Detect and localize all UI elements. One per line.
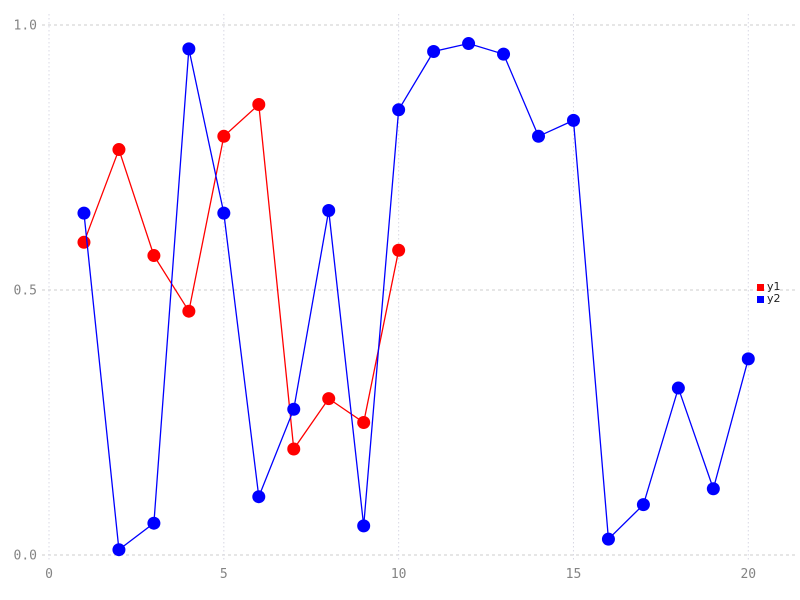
x-axis-tick-label: 5 <box>220 567 228 582</box>
y-axis-tick-label: 1.0 <box>14 19 37 34</box>
data-point-y1 <box>182 304 196 318</box>
data-point-y2 <box>532 129 546 143</box>
data-point-y1 <box>392 243 406 257</box>
x-axis-tick-label: 15 <box>566 567 582 582</box>
data-point-y1 <box>357 416 371 429</box>
data-point-y2 <box>497 47 511 61</box>
data-point-y2 <box>217 206 231 220</box>
data-point-y1 <box>77 235 91 249</box>
data-point-y1 <box>147 249 161 263</box>
data-point-y2 <box>566 113 580 127</box>
data-point-y1 <box>287 442 301 456</box>
legend-label-y1: y1 <box>767 280 781 293</box>
x-axis-tick-label: 0 <box>45 567 53 582</box>
legend-swatch-y2-icon <box>757 295 764 303</box>
y-axis-tick-label: 0.5 <box>14 284 37 299</box>
data-point-y2 <box>112 543 126 557</box>
data-point-y2 <box>357 519 371 533</box>
x-axis-tick-label: 20 <box>740 567 756 582</box>
data-point-y1 <box>112 143 126 157</box>
data-point-y2 <box>427 45 441 58</box>
data-point-y2 <box>601 532 615 546</box>
data-point-y2 <box>252 490 266 504</box>
data-point-y1 <box>252 98 266 111</box>
legend-label-y2: y2 <box>767 292 781 305</box>
data-point-y2 <box>671 381 685 395</box>
legend-swatch-y1-icon <box>757 283 764 291</box>
legend-item-y1: y1 <box>757 281 781 293</box>
data-point-y2 <box>287 402 301 416</box>
series-line-y2 <box>83 42 749 551</box>
series-line-y1 <box>83 103 400 451</box>
x-axis-tick-label: 10 <box>391 567 407 582</box>
data-point-y1 <box>217 129 231 143</box>
data-point-y2 <box>182 42 196 56</box>
data-point-y1 <box>322 392 336 406</box>
y-axis-tick-label: 0.0 <box>14 549 37 564</box>
legend-item-y2: y2 <box>757 293 781 305</box>
data-point-y2 <box>392 103 406 117</box>
data-point-y2 <box>706 482 720 496</box>
data-point-y2 <box>77 206 91 220</box>
data-point-y2 <box>322 204 336 217</box>
data-point-y2 <box>741 352 755 366</box>
legend: y1 y2 <box>757 281 781 305</box>
data-point-y2 <box>636 498 650 512</box>
data-point-y2 <box>462 37 476 51</box>
data-point-y2 <box>147 516 161 530</box>
